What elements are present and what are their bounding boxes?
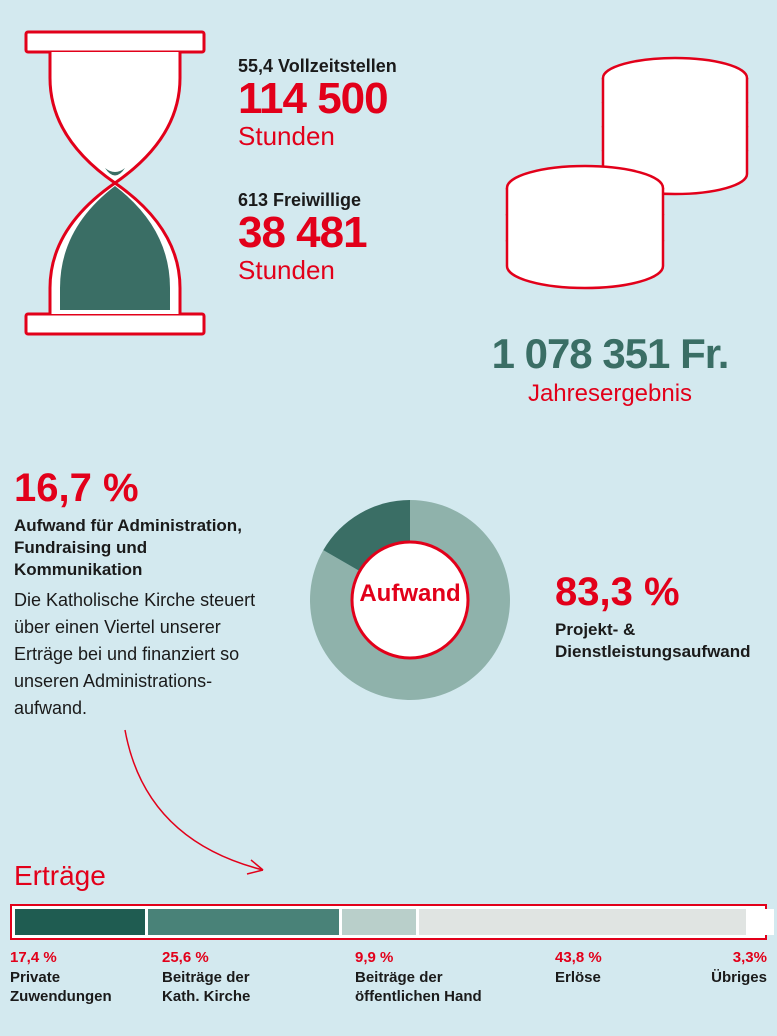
volunteer-value: 38 481 <box>238 211 367 255</box>
project-block: 83,3 % Projekt- & Dienstleistungsaufwand <box>555 570 765 663</box>
bar-label: 9,9 %Beiträge deröffentlichen Hand <box>355 948 482 1007</box>
fulltime-block: 55,4 Vollzeitstellen 114 500 Stunden <box>238 56 397 152</box>
ertraege-labels: 17,4 %PrivateZuwendungen 25,6 %Beiträge d… <box>10 948 767 1008</box>
volunteer-block: 613 Freiwillige 38 481 Stunden <box>238 190 367 286</box>
bar-segment <box>148 909 339 935</box>
donut-center-label: Aufwand <box>300 580 520 608</box>
coins-icon <box>500 38 760 298</box>
admin-head: Aufwand für Administration, Fundraising … <box>14 515 274 581</box>
hourglass-icon <box>20 28 210 338</box>
bar-segment <box>342 909 416 935</box>
annual-result: 1 078 351 Fr. Jahresergebnis <box>450 330 770 408</box>
admin-block: 16,7 % Aufwand für Administration, Fundr… <box>14 466 274 722</box>
arrow-icon <box>115 720 275 890</box>
ertraege-title: Erträge <box>14 860 106 892</box>
annual-result-label: Jahresergebnis <box>450 380 770 408</box>
annual-result-value: 1 078 351 Fr. <box>450 330 770 378</box>
admin-body: Die Katholische Kirche steuert über eine… <box>14 587 274 722</box>
project-label: Projekt- & Dienstleistungsaufwand <box>555 619 765 663</box>
bar-label: 43,8 %Erlöse <box>555 948 602 987</box>
fulltime-unit: Stunden <box>238 121 397 152</box>
bar-label: 17,4 %PrivateZuwendungen <box>10 948 112 1007</box>
admin-pct: 16,7 % <box>14 466 274 511</box>
bar-segment <box>419 909 746 935</box>
bar-label: 25,6 %Beiträge derKath. Kirche <box>162 948 250 1007</box>
project-pct: 83,3 % <box>555 570 765 615</box>
ertraege-bar <box>10 904 767 940</box>
bar-label: 3,3%Übriges <box>711 948 767 987</box>
volunteer-unit: Stunden <box>238 255 367 286</box>
fulltime-value: 114 500 <box>238 77 397 121</box>
bar-segment <box>15 909 145 935</box>
bar-segment <box>749 909 774 935</box>
